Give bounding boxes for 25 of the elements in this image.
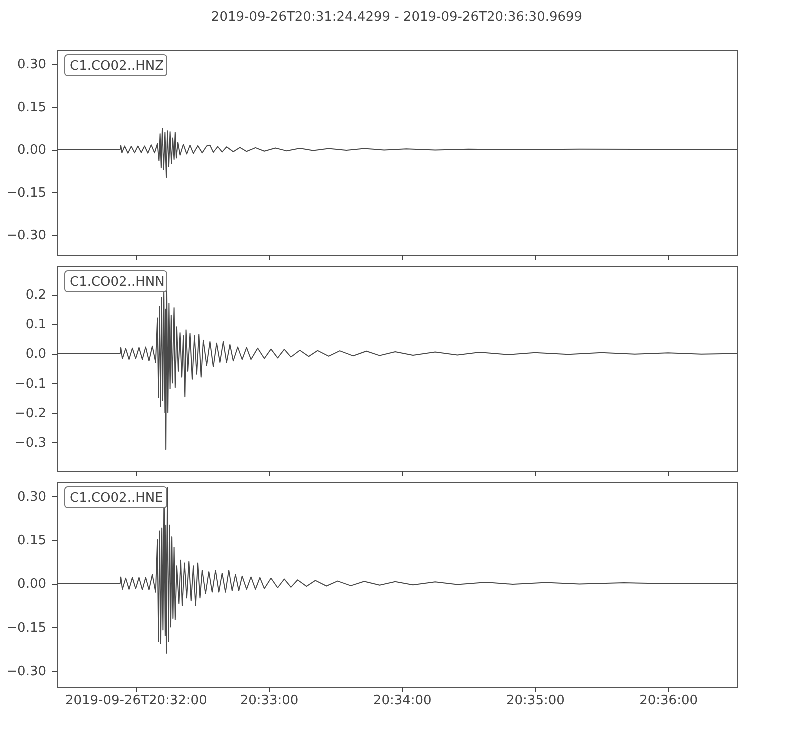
y-tick-label: −0.30 [6,228,46,244]
x-tick-label: 2019-09-26T20:32:00 [65,694,208,708]
y-tick-label: 0.15 [18,100,46,116]
y-tick-label: −0.30 [6,664,46,680]
y-tick-label: 0.30 [18,490,46,505]
x-tick-label: 20:34:00 [373,694,432,708]
chart-title: 2019-09-26T20:31:24.4299 - 2019-09-26T20:36:30.9699 [211,10,583,25]
y-tick-label: −0.3 [14,436,46,451]
y-tick-label: 0.1 [26,318,46,333]
text: C1.CO02..HNZ [70,59,164,74]
y-tick-label: −0.15 [6,186,46,201]
y-tick-label: 0.15 [18,533,46,548]
y-tick-label: −0.1 [14,376,46,392]
y-tick-label: −0.15 [6,620,46,636]
series-label: C1.CO02..HNN [70,275,165,290]
y-tick-label: 0.2 [26,288,46,304]
x-tick-label: 20:36:00 [640,694,698,708]
x-tick-label: 20:33:00 [240,694,299,708]
series-label: C1.CO02..HNE [70,491,164,506]
x-tick-label: 20:35:00 [506,694,565,708]
y-tick-label: 0.00 [18,143,46,158]
y-tick-label: 0.00 [18,577,46,592]
y-tick-label: −0.2 [14,406,46,422]
y-tick-label: 0.0 [26,347,46,362]
y-tick-label: 0.30 [18,58,46,73]
